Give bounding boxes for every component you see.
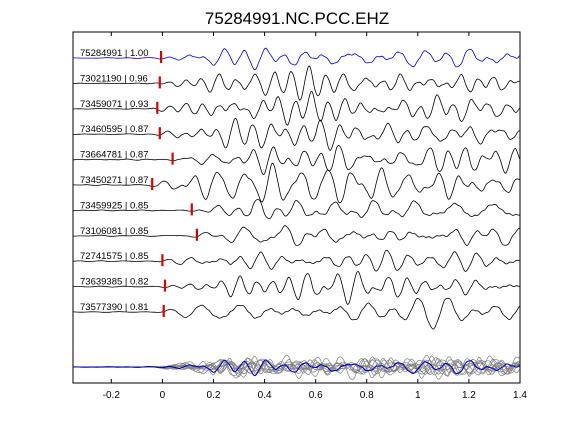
trace-line: [73, 144, 520, 175]
trace-line: [73, 225, 520, 246]
stacked-waveforms: [72, 354, 520, 380]
x-tick-label: 1: [415, 390, 421, 401]
trace-line: [72, 47, 520, 71]
chart-title: 75284991.NC.PCC.EHZ: [205, 9, 389, 28]
stack-reference-trace: [73, 359, 520, 377]
trace-line: [73, 117, 520, 151]
trace-label: 73450271 | 0.87: [80, 175, 149, 186]
x-tick-label: 0.8: [360, 390, 374, 401]
trace-line: [72, 65, 520, 101]
trace-label: 73106081 | 0.85: [80, 226, 149, 237]
waveform-traces: [72, 47, 520, 330]
x-tick-label: 0.6: [309, 390, 323, 401]
x-tick-label: 1.4: [513, 390, 527, 401]
trace-labels: 75284991 | 1.00 73021190 | 0.96 73459071 |…: [80, 48, 149, 313]
plot-area: 75284991 | 1.00 73021190 | 0.96 73459071 |…: [72, 31, 521, 384]
trace-label: 73459925 | 0.85: [80, 200, 149, 211]
trace-label: 73639385 | 0.82: [80, 277, 149, 288]
trace-label: 73664781 | 0.87: [80, 150, 149, 161]
trace-line: [72, 297, 520, 330]
x-tick-label: 1.2: [462, 390, 476, 401]
trace-label: 75284991 | 1.00: [80, 48, 149, 59]
trace-label: 73021190 | 0.96: [80, 73, 148, 84]
x-tick-label: 0.2: [207, 390, 221, 401]
x-tick-label: 0: [160, 390, 166, 401]
trace-line: [73, 270, 520, 306]
trace-label: 73577390 | 0.81: [80, 302, 149, 313]
trace-line: [72, 249, 520, 272]
trace-line: [73, 199, 520, 219]
trace-label: 73460595 | 0.87: [80, 124, 149, 135]
trace-line: [73, 91, 520, 126]
x-tick-label: 0.4: [258, 390, 272, 401]
trace-label: 72741575 | 0.85: [80, 251, 149, 262]
pick-markers: [151, 51, 198, 317]
axes-frame: [72, 31, 521, 384]
trace-line: [72, 162, 520, 204]
x-tick-label: -0.2: [103, 390, 121, 401]
x-axis: -0.2 0 0.2 0.4 0.6 0.8 1 1.2 1.4: [103, 32, 527, 401]
trace-label: 73459071 | 0.93: [80, 99, 149, 110]
